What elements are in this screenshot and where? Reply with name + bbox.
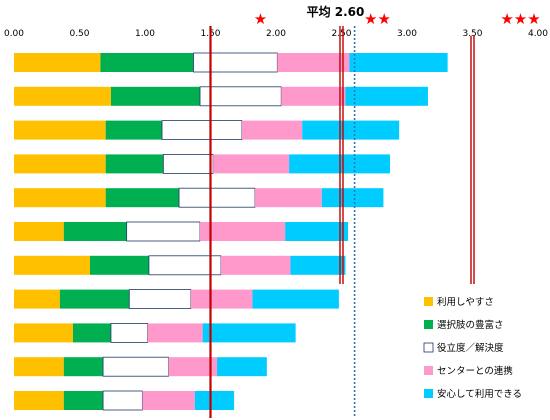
bar-segment [252,289,339,309]
bar-segment [110,86,201,106]
legend-swatch [424,389,433,398]
bar-segment [128,289,192,310]
bar-segment [14,289,60,309]
bar-segment [89,255,149,275]
bar-segment [190,289,253,309]
x-tick-label: 4.00 [528,29,548,39]
star-label: ★ [254,10,267,28]
bar-segment [59,289,130,309]
bar-segment [193,52,278,73]
bar-segment [349,53,448,72]
x-tick-label: 2.50 [331,29,351,39]
bar-segment [302,120,400,140]
average-label: 平均 2.60 [307,4,365,19]
annotations: 平均 2.60★ ★★ ★★★ [254,4,541,28]
bar-segment [220,255,291,275]
bar-segment [72,323,111,343]
bar-segment [277,53,350,72]
bar-segment [105,120,163,140]
star-label: ★★ [364,10,391,28]
bar-segment [63,357,104,377]
bar-segment [213,154,290,174]
legend-background [420,296,548,418]
reference-lines [209,26,475,418]
x-tick-label: 2.00 [266,29,286,39]
bar-segment [63,391,104,410]
legend-label: 利用しやすさ [437,296,494,308]
bar-segment [194,391,235,410]
bar-segment [102,390,143,411]
bar-segment [14,255,90,275]
bar-segment [100,53,194,72]
bar-segment [345,86,428,106]
bar-segment [200,222,286,241]
bar-segment [102,356,169,377]
bar-segment [255,188,322,208]
bar-segment [105,188,180,208]
bar-segment [14,357,64,377]
x-tick-label: 0.00 [4,29,24,39]
legend-swatch [424,366,433,375]
bar-segment [281,86,346,106]
bar-segment [14,154,106,174]
bar-segment [178,187,256,208]
legend-swatch [423,342,434,353]
bar-segment [14,222,64,241]
legend-label: 安心して利用できる [437,388,522,400]
bar-segment [63,222,127,241]
bars [14,52,448,411]
star-label: ★★★ [500,10,540,28]
bar-segment [14,86,111,106]
bar-segment [110,322,149,343]
legend-swatch [424,320,433,329]
legend-label: 役立度／解決度 [437,342,504,354]
bar-segment [290,255,346,275]
x-axis-ticks: 0.000.501.001.502.002.503.003.504.00 [4,29,548,39]
x-tick-label: 1.00 [135,29,155,39]
x-tick-label: 0.50 [69,29,89,39]
bar-segment [14,323,73,343]
x-tick-label: 3.00 [397,29,417,39]
bar-segment [217,357,267,377]
legend-swatch [424,297,433,306]
bar-segment [199,86,282,107]
x-tick-label: 3.50 [462,29,482,39]
bar-segment [162,153,214,174]
bar-segment [14,120,106,140]
bar-segment [241,120,303,140]
bar-segment [202,323,296,343]
bar-segment [126,221,201,242]
bar-segment [14,391,64,410]
bar-segment [14,188,106,208]
bar-segment [168,357,218,377]
bar-segment [285,222,349,241]
bar-segment [321,188,384,208]
legend-label: 選択肢の豊富さ [437,319,504,331]
bar-segment [161,120,243,140]
legend-label: センターとの連携 [437,365,513,377]
bar-segment [105,154,164,174]
bar-segment [142,391,195,410]
bar-segment [14,53,101,72]
bar-segment [147,323,203,343]
